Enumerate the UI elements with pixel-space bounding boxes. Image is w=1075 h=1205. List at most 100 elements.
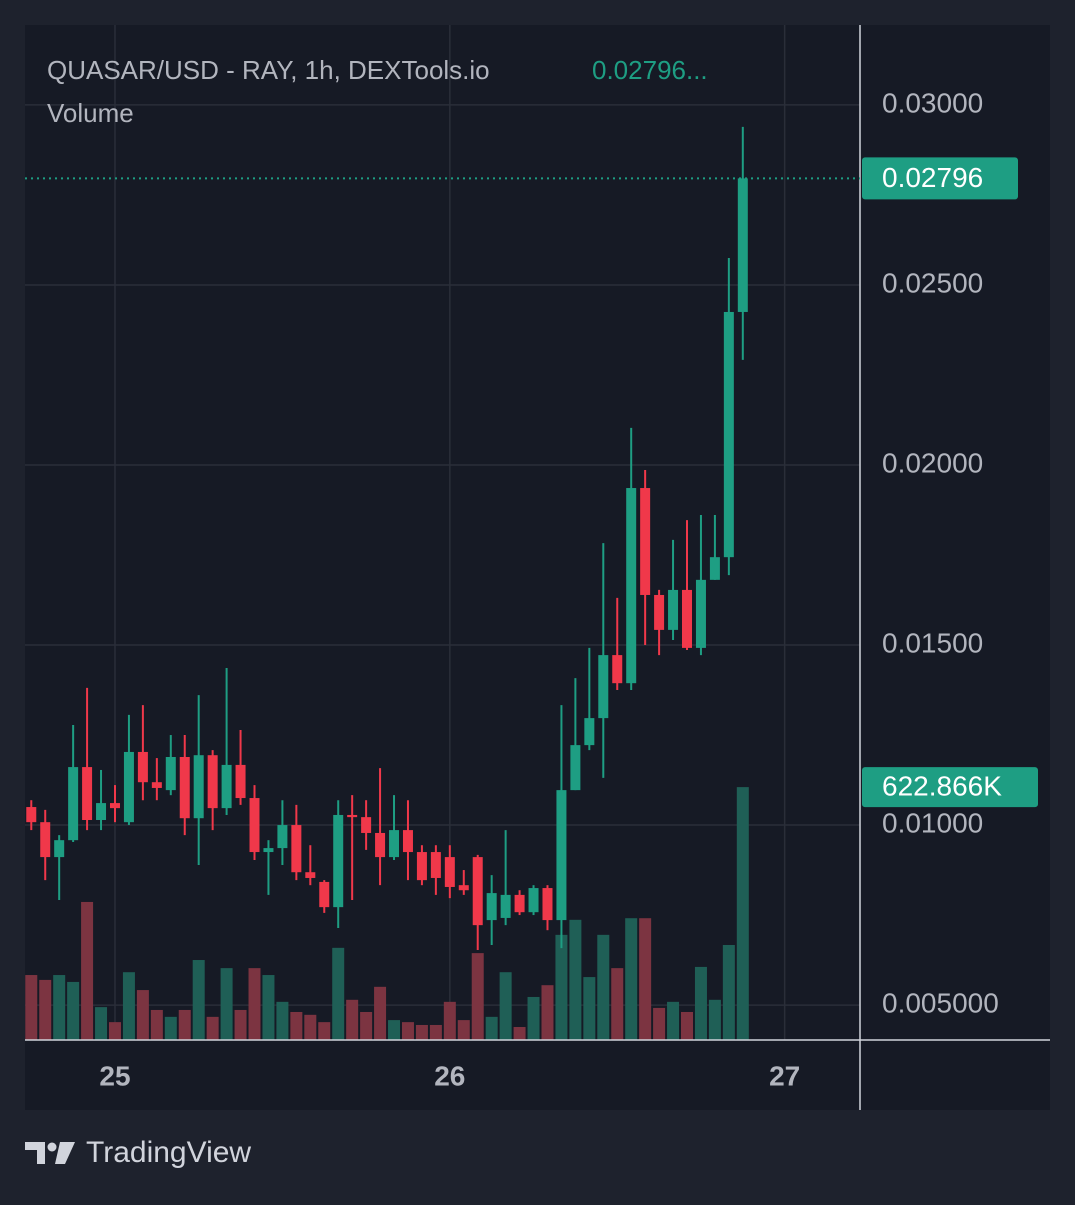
brand-logo bbox=[25, 1142, 75, 1164]
candle-body bbox=[193, 755, 204, 819]
volume-bar bbox=[304, 1014, 317, 1040]
candle-body bbox=[500, 894, 511, 918]
volume-bar bbox=[625, 918, 638, 1040]
candle-body bbox=[249, 798, 260, 853]
volume-bar bbox=[667, 1001, 680, 1040]
volume-bar bbox=[276, 1001, 289, 1040]
candle-body bbox=[263, 848, 274, 853]
volume-bar bbox=[653, 1007, 666, 1040]
candle-body bbox=[179, 756, 190, 819]
candle-body bbox=[402, 830, 413, 853]
candle-body bbox=[723, 311, 734, 558]
y-tick-label: 0.01000 bbox=[882, 807, 983, 838]
candle-body bbox=[361, 817, 372, 833]
candle-body bbox=[458, 885, 469, 891]
volume-bar bbox=[122, 972, 135, 1040]
candle-body bbox=[612, 655, 623, 684]
candle-body bbox=[165, 756, 176, 791]
volume-bar bbox=[485, 1016, 498, 1040]
volume-bar bbox=[471, 953, 484, 1040]
volume-bar bbox=[136, 990, 149, 1040]
candle-body bbox=[556, 790, 567, 921]
title-value: 0.02796... bbox=[592, 55, 708, 85]
candle-body bbox=[472, 857, 483, 926]
volume-bar bbox=[736, 787, 749, 1040]
volume-bar bbox=[401, 1022, 414, 1040]
candle-body bbox=[277, 825, 288, 849]
candle-body bbox=[109, 803, 120, 809]
volume-bar bbox=[360, 1011, 373, 1040]
volume-bar bbox=[206, 1016, 219, 1040]
candle-body bbox=[416, 852, 427, 881]
x-tick-label: 26 bbox=[434, 1060, 465, 1091]
candles bbox=[26, 126, 748, 950]
volume-bar bbox=[220, 968, 233, 1040]
candle-body bbox=[709, 557, 720, 580]
volume-bar bbox=[95, 1007, 108, 1040]
volume-bar bbox=[681, 1011, 694, 1040]
volume-bar bbox=[583, 977, 596, 1040]
volume-bar bbox=[108, 1022, 121, 1040]
candle-body bbox=[542, 888, 553, 921]
candle-body bbox=[444, 857, 455, 887]
volume-bar bbox=[541, 985, 554, 1040]
candle-body bbox=[668, 589, 679, 630]
volume-bar bbox=[332, 947, 345, 1040]
candle-body bbox=[291, 825, 302, 873]
candle-body bbox=[333, 814, 344, 908]
candle-body bbox=[68, 767, 79, 841]
candle-body bbox=[207, 755, 218, 809]
volume-bar bbox=[67, 981, 80, 1040]
logo-part bbox=[25, 1142, 45, 1164]
volume-bar bbox=[262, 975, 275, 1040]
candle-body bbox=[347, 814, 358, 818]
volume-bar bbox=[346, 999, 359, 1040]
candle-body bbox=[570, 745, 581, 791]
y-tick-label: 0.01500 bbox=[882, 627, 983, 658]
candle-body bbox=[221, 764, 232, 809]
volume-bar bbox=[457, 1020, 470, 1040]
brand: TradingView bbox=[86, 1136, 251, 1169]
candle-body bbox=[375, 832, 386, 858]
volume-bar bbox=[248, 968, 261, 1040]
candle-body bbox=[137, 751, 148, 783]
candle-body bbox=[389, 830, 400, 858]
volume-bar bbox=[234, 1009, 247, 1040]
last-price-label: 0.02796 bbox=[882, 162, 983, 193]
last-volume-box bbox=[862, 767, 1038, 808]
volume-bar bbox=[499, 972, 512, 1040]
volume-bar bbox=[318, 1022, 331, 1040]
volume-bar bbox=[639, 918, 652, 1040]
volume-bar bbox=[374, 986, 387, 1040]
candle-body bbox=[430, 852, 441, 878]
volume-bar bbox=[611, 968, 624, 1040]
volume-bar bbox=[513, 1027, 526, 1040]
y-tick-label: 0.02500 bbox=[882, 267, 983, 298]
last-volume-label: 622.866K bbox=[882, 771, 1002, 802]
candle-body bbox=[486, 893, 497, 921]
candle-body bbox=[82, 767, 93, 821]
volume-title: Volume bbox=[47, 98, 134, 128]
volume-bar bbox=[164, 1016, 177, 1040]
y-tick-label: 0.02000 bbox=[882, 447, 983, 478]
volume-bar bbox=[178, 1009, 191, 1040]
y-tick-label: 0.005000 bbox=[882, 987, 999, 1018]
candle-body bbox=[54, 840, 65, 858]
candle-body bbox=[654, 594, 665, 630]
volume-bar bbox=[429, 1024, 442, 1040]
volume-bar bbox=[39, 979, 52, 1040]
volume-bar bbox=[53, 975, 66, 1040]
candle-body bbox=[682, 589, 693, 648]
candle-body bbox=[584, 718, 595, 746]
candle-body bbox=[528, 888, 539, 913]
logo-part bbox=[47, 1142, 57, 1152]
volume-bar bbox=[290, 1011, 303, 1040]
x-tick-label: 25 bbox=[99, 1060, 130, 1091]
volume-bar bbox=[569, 919, 582, 1040]
volume-bar bbox=[192, 960, 205, 1040]
volume-bar bbox=[555, 934, 568, 1040]
candle-body bbox=[626, 488, 637, 684]
candle-body bbox=[123, 751, 134, 823]
volume-bar bbox=[150, 1009, 163, 1040]
volume-bar bbox=[597, 934, 610, 1040]
